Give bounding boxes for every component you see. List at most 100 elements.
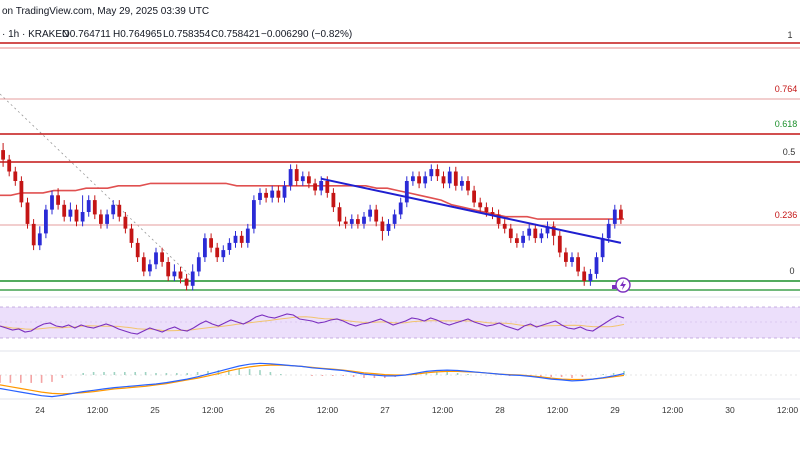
candle: [258, 188, 262, 205]
candle: [429, 164, 434, 181]
candles-group: [1, 143, 623, 291]
candle: [276, 185, 281, 203]
rsi-line: [0, 313, 625, 335]
candle: [337, 202, 342, 227]
candle: [380, 216, 385, 241]
alert-marker: [612, 285, 616, 289]
candle: [496, 209, 501, 229]
candle: [557, 231, 562, 258]
candle: [435, 164, 440, 181]
candle: [294, 164, 299, 186]
candle: [13, 166, 18, 186]
candle: [515, 233, 519, 248]
fib-label-0: 0: [789, 266, 794, 276]
candle: [1, 143, 5, 167]
candle: [545, 221, 550, 239]
candle: [570, 252, 574, 267]
candle: [466, 176, 470, 196]
candle: [453, 166, 458, 191]
candle: [594, 252, 599, 279]
candle: [62, 200, 67, 222]
candle: [349, 214, 354, 229]
header-close: C0.758421: [211, 29, 260, 40]
candle: [502, 219, 507, 234]
candle: [343, 216, 348, 229]
candle: [264, 188, 268, 203]
candle: [374, 204, 379, 227]
x-tick-label: 25: [150, 405, 160, 415]
trendline-group: [320, 177, 622, 244]
candle: [392, 209, 397, 229]
candle: [270, 185, 275, 203]
candle: [539, 228, 544, 243]
rsi-average-line: [0, 316, 625, 332]
x-tick-label: 27: [380, 405, 390, 415]
candle: [105, 209, 109, 229]
header-credit: on TradingView.com, May 29, 2025 03:39 U…: [2, 6, 209, 17]
candle: [282, 181, 287, 203]
candle: [227, 238, 232, 255]
x-tick-label: 12:00: [202, 405, 224, 415]
x-tick-label: 30: [725, 405, 735, 415]
candle: [252, 195, 256, 234]
x-tick-label: 12:00: [317, 405, 339, 415]
header-open: O0.764711: [62, 29, 111, 40]
candle: [44, 204, 48, 239]
candle: [404, 176, 409, 208]
x-tick-label: 28: [495, 405, 505, 415]
candle: [56, 188, 60, 210]
candle: [233, 231, 238, 248]
macd-line: [0, 362, 625, 398]
candle: [19, 176, 24, 208]
candle: [172, 264, 177, 281]
candle: [564, 247, 568, 267]
x-tick-label: 12:00: [547, 405, 569, 415]
candle: [460, 176, 464, 191]
x-axis: 24 12:00 25 12:00 26 12:00 27 12:00 28 12:00 29 12:…: [35, 405, 798, 415]
candle: [74, 204, 79, 227]
candle: [221, 245, 226, 262]
candle: [478, 197, 483, 212]
candle: [612, 204, 617, 229]
candle: [123, 212, 128, 234]
header-low: L0.758354: [163, 29, 211, 40]
candle: [417, 171, 421, 189]
candle: [129, 223, 134, 248]
x-tick-label: 12:00: [432, 405, 454, 415]
fib-label-0764: 0.764: [775, 84, 798, 94]
candle: [148, 259, 152, 277]
trendline: [320, 177, 622, 244]
candle: [527, 223, 532, 241]
candle: [331, 188, 336, 212]
candle: [160, 247, 164, 267]
candle: [423, 171, 428, 189]
x-tick-label: 12:00: [662, 405, 684, 415]
candle: [551, 221, 556, 246]
candle: [209, 233, 213, 253]
x-tick-label: 29: [610, 405, 620, 415]
x-tick-label: 26: [265, 405, 275, 415]
fib-label-1: 1: [787, 30, 792, 40]
candle: [368, 204, 372, 222]
candle: [215, 242, 220, 262]
candle: [619, 204, 623, 224]
candle: [313, 178, 317, 196]
header-symbol: · 1h · KRAKEN: [2, 29, 69, 40]
candle: [31, 219, 36, 251]
candle: [239, 231, 244, 248]
candle: [117, 200, 122, 222]
x-tick-label: 12:00: [87, 405, 109, 415]
candle: [111, 200, 116, 220]
alert-icon[interactable]: [615, 277, 631, 293]
moving-average-group: [0, 182, 624, 220]
candle: [508, 223, 513, 243]
candle: [190, 264, 195, 291]
candle: [99, 209, 103, 229]
rsi-group: [0, 313, 625, 335]
candle: [398, 197, 403, 220]
candle: [196, 252, 201, 277]
fib-label-0618: 0.618: [775, 119, 798, 129]
candle: [50, 190, 54, 215]
candle: [184, 273, 189, 291]
